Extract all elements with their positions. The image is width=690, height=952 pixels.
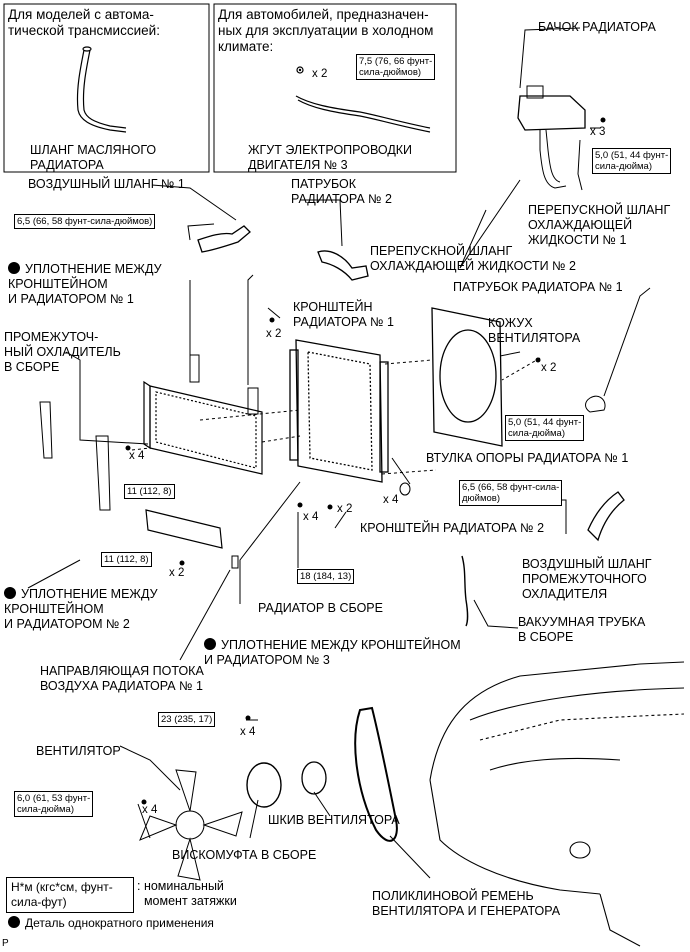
oil-cooler-hose-label: ШЛАНГ МАСЛЯНОГО РАДИАТОРА <box>30 143 157 172</box>
radiator-hose-1-drawing <box>585 395 606 413</box>
cold-climate-inset-frame <box>213 3 457 173</box>
bracket-2-bolt-count: x 4 <box>303 511 319 523</box>
seal-2-strip-b <box>95 435 111 511</box>
air-hose-1-torque: 6,5 (66, 58 фунт-сила-дюймов) <box>14 214 156 229</box>
seal-1-label: УПЛОТНЕНИЕ МЕЖДУ КРОНШТЕЙНОМ И РАДИАТОРО… <box>8 262 162 306</box>
cold-climate-torque: 7,5 (76, 66 фунт- сила-дюймов) <box>356 54 436 80</box>
cold-climate-count: x 2 <box>312 68 328 80</box>
v-belt-label: ПОЛИКЛИНОВОЙ РЕМЕНЬ ВЕНТИЛЯТОРА И ГЕНЕРА… <box>372 889 561 918</box>
fan-pulley-drawing <box>301 761 327 795</box>
seal-1-strip-a <box>189 354 200 383</box>
air-guide-count: x 2 <box>169 567 185 579</box>
bracket-1-count: x 2 <box>266 328 282 340</box>
air-hose-1-drawing <box>197 225 251 253</box>
air-hose-1-label: ВОЗДУШНЫЙ ШЛАНГ № 1 <box>28 177 185 191</box>
legend-torque-box: Н*м (кгс*см, фунт- сила-фут) <box>6 877 134 913</box>
fan-shroud-drawing <box>431 307 503 447</box>
fan-torque: 6,0 (61, 53 фунт- сила-дюйма) <box>14 791 94 817</box>
fan-bolt-count: x 4 <box>142 804 158 816</box>
viscous-clutch-drawing <box>246 762 282 808</box>
viscous-clutch-label: ВИСКОМУФТА В СБОРЕ <box>172 848 317 862</box>
seal-3-label: УПЛОТНЕНИЕ МЕЖДУ КРОНШТЕЙНОМ И РАДИАТОРО… <box>204 638 461 667</box>
non-reusable-dot <box>204 638 216 650</box>
radiator-assy-label: РАДИАТОР В СБОРЕ <box>258 601 383 615</box>
reservoir-drawing <box>517 85 586 189</box>
v-belt-drawing <box>354 706 398 842</box>
non-reusable-dot <box>8 916 20 928</box>
fan-nut-count: x 4 <box>240 726 256 738</box>
bypass-hose-2-label: ПЕРЕПУСКНОЙ ШЛАНГ ОХЛАЖДАЮЩЕЙ ЖИДКОСТИ №… <box>370 244 576 273</box>
air-guide-drawing <box>145 509 223 549</box>
bracket-1-label: КРОНШТЕЙН РАДИАТОРА № 1 <box>293 300 395 329</box>
fan-clutch-nut-torque: 23 (235, 17) <box>158 712 216 727</box>
corner-mark: P <box>2 938 9 949</box>
intercooler-air-hose-drawing <box>587 491 625 542</box>
bracket-2-label: КРОНШТЕЙН РАДИАТОРА № 2 <box>360 521 545 535</box>
seal-2-label: УПЛОТНЕНИЕ МЕЖДУ КРОНШТЕЙНОМ И РАДИАТОРО… <box>4 587 158 631</box>
legend-non-reusable: Деталь однократного применения <box>8 916 214 931</box>
vacuum-tube-label: ВАКУУМНАЯ ТРУБКА В СБОРЕ <box>518 615 646 644</box>
non-reusable-dot <box>4 587 16 599</box>
seal-2-strip-a <box>39 401 53 459</box>
intercooler-drawing <box>143 380 263 475</box>
radiator-torque: 18 (184, 13) <box>297 569 355 584</box>
fan-drawing <box>139 769 243 881</box>
cushion-count: x 4 <box>383 494 399 506</box>
fan-label: ВЕНТИЛЯТОР <box>36 744 121 758</box>
reservoir-count: x 3 <box>590 126 606 138</box>
fan-shroud-label: КОЖУХ ВЕНТИЛЯТОРА <box>488 316 581 345</box>
air-guide-torque: 11 (112, 8) <box>101 552 152 567</box>
bypass-hose-1-label: ПЕРЕПУСКНОЙ ШЛАНГ ОХЛАЖДАЮЩЕЙ ЖИДКОСТИ №… <box>528 203 671 247</box>
legend-torque-key: Н*м (кгс*см, фунт- сила-фут) <box>11 880 113 909</box>
cushion-drawing <box>399 482 411 496</box>
radiator-hose-2-label: ПАТРУБОК РАДИАТОРА № 2 <box>291 177 393 206</box>
air-guide-label: НАПРАВЛЯЮЩАЯ ПОТОКА ВОЗДУХА РАДИАТОРА № … <box>40 664 204 693</box>
radiator-hose-2-drawing <box>317 250 369 281</box>
cold-climate-inset-title: Для автомобилей, предназначен- ных для э… <box>218 7 434 54</box>
reservoir-torque: 5,0 (51, 44 фунт- сила-дюйма) <box>592 148 672 174</box>
automatic-inset-title: Для моделей с автома- тической трансмисс… <box>8 7 160 38</box>
automatic-inset-frame <box>3 3 210 173</box>
fan-pulley-label: ШКИВ ВЕНТИЛЯТОРА <box>268 813 400 827</box>
radiator-drawing <box>289 339 389 483</box>
oil-cooler-hose-drawing <box>76 46 127 133</box>
intercooler-hose-torque: 6,5 (66, 58 фунт-сила- дюймов) <box>459 480 563 506</box>
intercooler-count: x 4 <box>129 450 145 462</box>
intercooler-torque: 11 (112, 8) <box>124 484 175 499</box>
bracket-2-nut-count: x 2 <box>337 503 353 515</box>
intercooler-air-hose-label: ВОЗДУШНЫЙ ШЛАНГ ПРОМЕЖУТОЧНОГО ОХЛАДИТЕЛ… <box>522 557 652 601</box>
non-reusable-dot <box>8 262 20 274</box>
radiator-hose-1-label: ПАТРУБОК РАДИАТОРА № 1 <box>453 280 623 294</box>
wire-harness-drawing <box>295 66 431 133</box>
legend-torque-desc: : номинальный момент затяжки <box>137 879 237 908</box>
seal-1-strip-b <box>247 387 259 415</box>
engine-wire-harness-label: ЖГУТ ЭЛЕКТРОПРОВОДКИ ДВИГАТЕЛЯ № 3 <box>248 143 413 172</box>
support-cushion-label: ВТУЛКА ОПОРЫ РАДИАТОРА № 1 <box>426 451 629 465</box>
vehicle-drawing <box>429 661 685 947</box>
seal-3-drawing <box>231 555 239 569</box>
intercooler-label: ПРОМЕЖУТОЧ- НЫЙ ОХЛАДИТЕЛЬ В СБОРЕ <box>4 330 121 374</box>
reservoir-label: БАЧОК РАДИАТОРА <box>538 20 656 34</box>
shroud-torque: 5,0 (51, 44 фунт- сила-дюйма) <box>505 415 585 441</box>
shroud-count: x 2 <box>541 362 557 374</box>
vacuum-tube-drawing <box>461 555 469 627</box>
